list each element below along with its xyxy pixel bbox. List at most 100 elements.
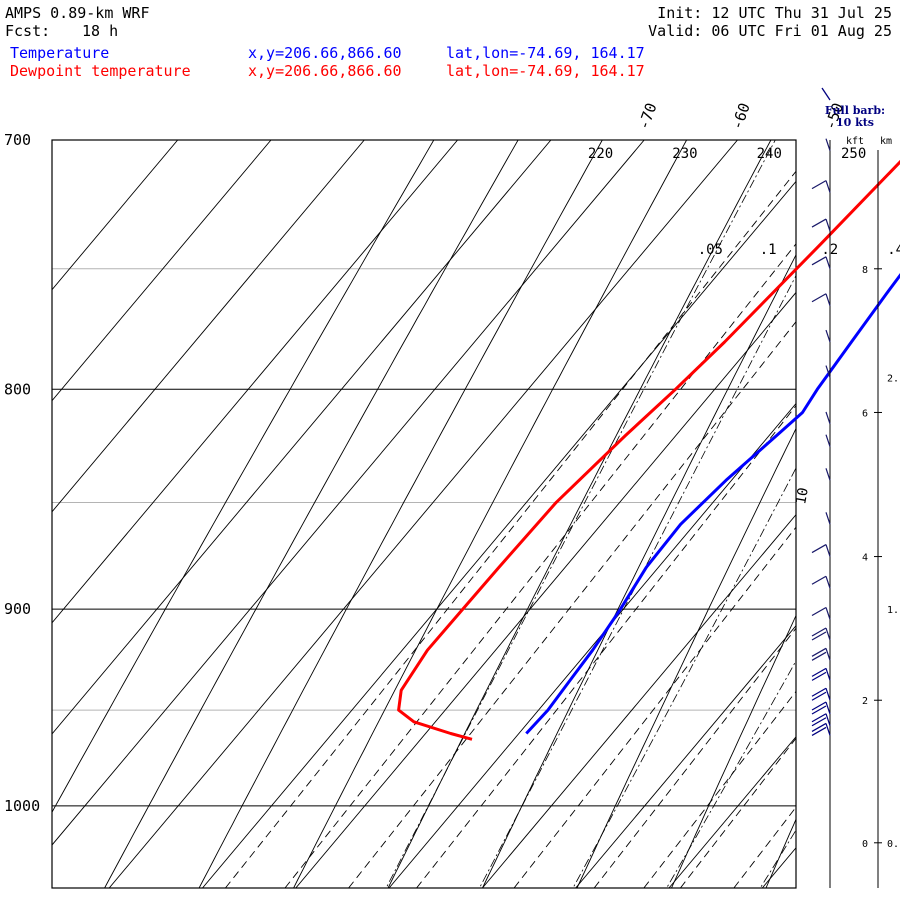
wind-barb-flag [811, 218, 827, 228]
plot-frame [51, 139, 797, 889]
wind-barb-flag [811, 256, 827, 266]
wind-barb-flag [811, 667, 827, 677]
wind-barb-flag [811, 180, 827, 190]
wind-barb-shaft [825, 688, 831, 701]
wind-barb-flag [811, 687, 827, 697]
pressure-tick-label: 800 [4, 380, 31, 398]
isotherm-line [482, 513, 796, 888]
dry-adiabat-line [104, 140, 519, 888]
dry-adiabat-label: 250 [841, 146, 866, 162]
mixing-ratio-line [513, 526, 796, 888]
wind-barb-flag [811, 544, 827, 554]
init-time: Init: 12 UTC Thu 31 Jul 25 [657, 4, 892, 22]
isotherm-line [388, 402, 796, 888]
saturated-adiabat-line [479, 274, 796, 888]
wind-barb-shaft [825, 411, 831, 425]
isotherm-line [202, 180, 796, 888]
wind-barb-flag [811, 671, 827, 681]
isotherm-label: -70 [634, 100, 660, 132]
isotherm-label: -60 [728, 100, 754, 132]
mixing-ratio-label: .4 [887, 242, 900, 258]
wind-barb-flag [811, 717, 827, 727]
wind-barb-flag [811, 722, 827, 732]
wind-barb-shaft [825, 293, 831, 306]
legend-temperature-name: Temperature [10, 44, 110, 62]
wind-barb-flag [811, 691, 827, 701]
wind-barb-shaft [825, 576, 831, 589]
valid-time: Valid: 06 UTC Fri 01 Aug 25 [648, 22, 892, 40]
mixing-ratio-line [284, 243, 796, 888]
isotherm-line [52, 140, 552, 735]
mixing-ratio-line [225, 170, 796, 888]
isotherm-line [295, 291, 796, 888]
mixing-ratio-line [416, 404, 796, 888]
dry-adiabat-line [482, 253, 796, 888]
mixing-ratio-line [643, 690, 796, 888]
wind-barb-shaft [825, 648, 831, 661]
km-label: km [880, 136, 892, 147]
dry-adiabat-line [293, 140, 687, 888]
dry-adiabat-line [198, 140, 603, 888]
legend-dewpoint-latlon: lat,lon=-74.69, 164.17 [446, 62, 645, 80]
height-kft-label: 8 [862, 265, 868, 276]
height-km-label: 2. [887, 374, 899, 385]
pressure-tick-label: 700 [4, 131, 31, 149]
legend-temperature-point: x,y=206.66,866.60 [248, 44, 402, 62]
legend-temperature-latlon: lat,lon=-74.69, 164.17 [446, 44, 645, 62]
forecast-label: Fcst: [5, 22, 51, 40]
saturated-adiabat-line [666, 660, 796, 888]
isotherm-line [52, 140, 179, 291]
wind-barb-shaft [825, 365, 831, 378]
wind-barb-flag [811, 606, 827, 617]
height-kft-label: 2 [862, 696, 868, 707]
isotherm-line [52, 140, 272, 402]
wind-barb-shaft [825, 607, 831, 620]
wind-barb-shaft [825, 434, 831, 447]
pressure-tick-label: 900 [4, 600, 31, 618]
kft-label: kft [846, 136, 864, 147]
isotherm-line [52, 140, 365, 513]
isotherm-line [52, 140, 645, 846]
wind-key-title: Full barb: [825, 104, 885, 117]
wind-barb-shaft [825, 723, 831, 736]
wind-barb-flag [811, 647, 827, 657]
wind-barb-flag [811, 575, 827, 585]
height-kft-label: 4 [862, 553, 868, 564]
wind-barb-shaft [825, 512, 831, 525]
mixing-ratio-line [680, 737, 796, 888]
legend-dewpoint-name: Dewpoint temperature [10, 62, 191, 80]
wind-key-speed: 10 kts [836, 116, 874, 129]
wind-barb-shaft [825, 468, 831, 481]
saturated-adiabat-line [385, 140, 776, 888]
pressure-tick-label: 1000 [4, 797, 40, 815]
model-title: AMPS 0.89-km WRF [5, 4, 150, 22]
dry-adiabat-line [52, 140, 435, 814]
wind-barb-shaft [825, 138, 831, 151]
wind-barb-shaft [825, 701, 831, 715]
wind-barb-flag [811, 705, 827, 715]
wind-barb-shaft [825, 668, 831, 681]
dry-adiabat-line [387, 140, 772, 888]
isotherm-line [668, 736, 796, 888]
wind-barb-flag [811, 631, 827, 641]
mixing-ratio-label: .05 [698, 242, 723, 258]
wind-barb-shaft [825, 218, 831, 232]
wind-barb-shaft [825, 627, 831, 641]
dewpoint-profile-line [397, 159, 900, 741]
wind-key-barb-icon [821, 87, 831, 101]
dry-adiabat-label: 230 [672, 146, 697, 162]
height-kft-label: 6 [862, 408, 868, 419]
saturated-adiabat-line [572, 467, 796, 888]
wind-barb-shaft [825, 180, 831, 193]
plot-lines [52, 140, 796, 888]
isotherm-line [108, 140, 738, 888]
wind-barb-flag [811, 713, 827, 723]
wind-barb-flag [811, 651, 827, 661]
dry-adiabat-line [671, 614, 796, 888]
forecast-hours: 18 h [82, 22, 119, 40]
legend-dewpoint-point: x,y=206.66,866.60 [248, 62, 402, 80]
height-km-label: 1. [887, 605, 899, 616]
wind-barb-shaft [825, 713, 831, 726]
mixing-ratio-line [593, 627, 796, 888]
